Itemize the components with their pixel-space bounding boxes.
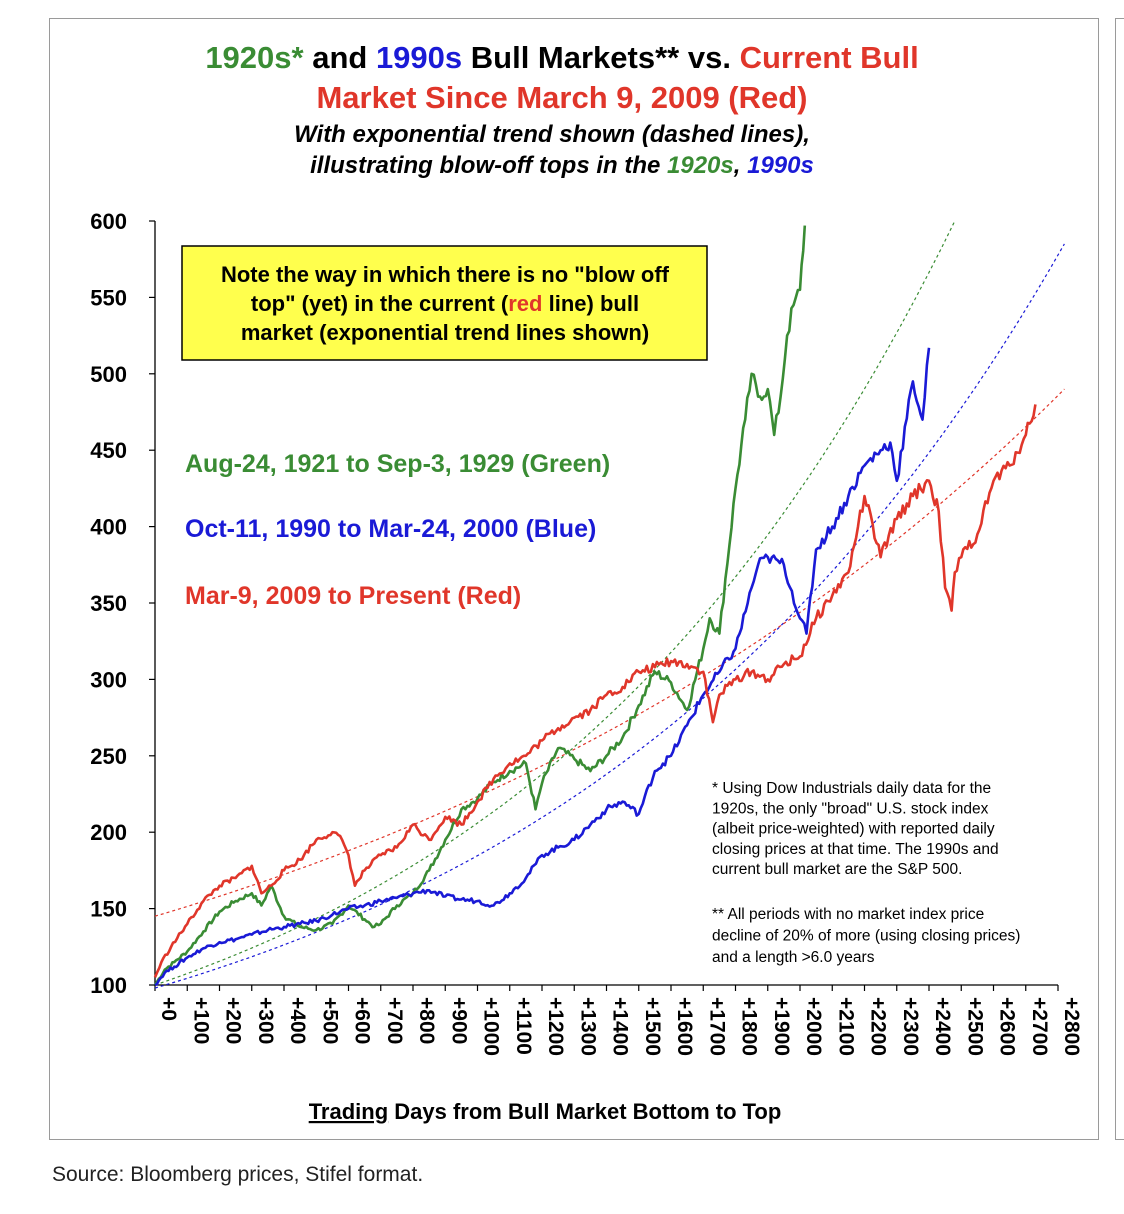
x-tick-label-1800: +1800 (738, 997, 761, 1056)
footnote2-line-0: ** All periods with no market index pric… (712, 906, 984, 923)
y-tick-label-100: 100 (90, 973, 127, 998)
note-box: Note the way in which there is no "blow … (181, 245, 708, 361)
note-box-line2: top" (yet) in the current (red line) bul… (251, 291, 639, 316)
x-tick-label-1600: +1600 (673, 997, 696, 1056)
y-tick-label-500: 500 (90, 362, 127, 387)
trend-line-2 (154, 388, 1065, 917)
footnote2-line-1: decline of 20% of more (using closing pr… (712, 928, 1020, 945)
adjacent-panel-edge (1115, 18, 1124, 1140)
note-line2-part-0: top" (yet) in the current ( (251, 291, 509, 316)
legend-entry-0: Aug-24, 1921 to Sep-3, 1929 (Green) (185, 450, 610, 478)
x-tick-label-1200: +1200 (544, 997, 567, 1056)
chart-frame (49, 18, 1099, 1140)
footnote1-line-3: closing prices at that time. The 1990s a… (712, 841, 999, 858)
footnote1-line-4: current bull market are the S&P 500. (712, 861, 962, 878)
x-tick-label-0: +0 (157, 997, 180, 1021)
x-tick-label-700: +700 (383, 997, 406, 1044)
y-tick-label-300: 300 (90, 667, 127, 692)
trend-lines (154, 220, 1065, 989)
footnotes: * Using Dow Industrials daily data for t… (712, 780, 1020, 966)
x-tick-label-100: +100 (189, 997, 212, 1044)
note-line2-part-1: red (508, 291, 542, 316)
series-line-0 (153, 225, 807, 986)
x-tick-label-400: +400 (286, 997, 309, 1044)
x-tick-label-2400: +2400 (931, 997, 954, 1056)
title-line1-part-4: Current Bull (740, 40, 919, 75)
trend-line-1 (154, 243, 1065, 989)
note-box-background (181, 245, 708, 361)
y-tick-label-200: 200 (90, 820, 127, 845)
footnote2-line-2: and a length >6.0 years (712, 949, 875, 966)
x-tick-label-1500: +1500 (641, 997, 664, 1056)
x-tick-label-2000: +2000 (802, 997, 825, 1056)
legend-entry-2: Mar-9, 2009 to Present (Red) (185, 582, 521, 610)
x-tick-label-2200: +2200 (867, 997, 890, 1056)
title-line1-part-2: 1990s (376, 40, 462, 75)
chart-subtitle-line2: illustrating blow-off tops in the 1920s,… (310, 152, 814, 179)
x-tick-label-1400: +1400 (609, 997, 632, 1056)
y-tick-label-550: 550 (90, 285, 127, 310)
x-tick-label-1900: +1900 (770, 997, 793, 1056)
subtitle-line2-part-2: , (733, 152, 747, 179)
series-line-1 (154, 347, 931, 987)
x-axis-label: Trading Days from Bull Market Bottom to … (309, 1099, 782, 1124)
series-lines (153, 225, 1037, 987)
footnote1-line-1: 1920s, the only "broad" U.S. stock index (712, 800, 989, 817)
footnote1-line-2: (albeit price-weighted) with reported da… (712, 821, 995, 838)
subtitle-line2-part-0: illustrating blow-off tops in the (310, 152, 667, 179)
chart-title-line2: Market Since March 9, 2009 (Red) (316, 80, 807, 115)
chart-title-line1: 1920s* and 1990s Bull Markets** vs. Curr… (205, 40, 918, 75)
y-tick-label-600: 600 (90, 209, 127, 234)
x-tick-label-1300: +1300 (576, 997, 599, 1056)
x-tick-label-2600: +2600 (996, 997, 1019, 1056)
y-tick-label-350: 350 (90, 591, 127, 616)
title-line1-part-0: 1920s* (205, 40, 304, 75)
x-tick-label-2800: +2800 (1060, 997, 1083, 1056)
note-box-line3: market (exponential trend lines shown) (241, 320, 649, 345)
x-tick-label-2100: +2100 (834, 997, 857, 1056)
x-tick-label-2700: +2700 (1028, 997, 1051, 1056)
x-tick-label-200: +200 (222, 997, 245, 1044)
source-note: Source: Bloomberg prices, Stifel format. (52, 1163, 424, 1186)
x-tick-label-300: +300 (254, 997, 277, 1044)
chart-subtitle-line1: With exponential trend shown (dashed lin… (294, 121, 810, 148)
x-tick-label-1100: +1100 (512, 997, 535, 1055)
x-tick-label-600: +600 (351, 997, 374, 1044)
y-tick-label-450: 450 (90, 438, 127, 463)
x-tick-label-900: +900 (447, 997, 470, 1044)
subtitle-line2-part-1: 1920s (667, 152, 734, 179)
legend: Aug-24, 1921 to Sep-3, 1929 (Green) Oct-1… (185, 450, 610, 610)
x-axis-label-rest: Days from Bull Market Bottom to Top (388, 1099, 781, 1124)
x-tick-label-1000: +1000 (480, 997, 503, 1056)
x-tick-label-1700: +1700 (705, 997, 728, 1056)
note-line2-part-2: line) bull (543, 291, 640, 316)
title-line1-part-1: and (304, 40, 376, 75)
x-tick-label-2500: +2500 (963, 997, 986, 1056)
footnote1-line-0: * Using Dow Industrials daily data for t… (712, 780, 991, 797)
x-tick-label-500: +500 (318, 997, 341, 1044)
axes: 100 150 200 250 300 350 400 450 500 550 600 +0 +100 +… (90, 209, 1083, 1056)
x-tick-label-800: +800 (415, 997, 438, 1044)
y-tick-label-400: 400 (90, 515, 127, 540)
x-axis-label-underlined: Trading (309, 1099, 388, 1124)
legend-entry-1: Oct-11, 1990 to Mar-24, 2000 (Blue) (185, 515, 596, 543)
note-box-line1: Note the way in which there is no "blow … (221, 262, 670, 287)
title-line1-part-3: Bull Markets** vs. (462, 40, 739, 75)
x-tick-label-2300: +2300 (899, 997, 922, 1056)
trend-line-0 (154, 220, 956, 986)
y-tick-label-150: 150 (90, 897, 127, 922)
series-line-2 (153, 404, 1037, 978)
y-tick-label-250: 250 (90, 744, 127, 769)
subtitle-line2-part-3: 1990s (747, 152, 814, 179)
